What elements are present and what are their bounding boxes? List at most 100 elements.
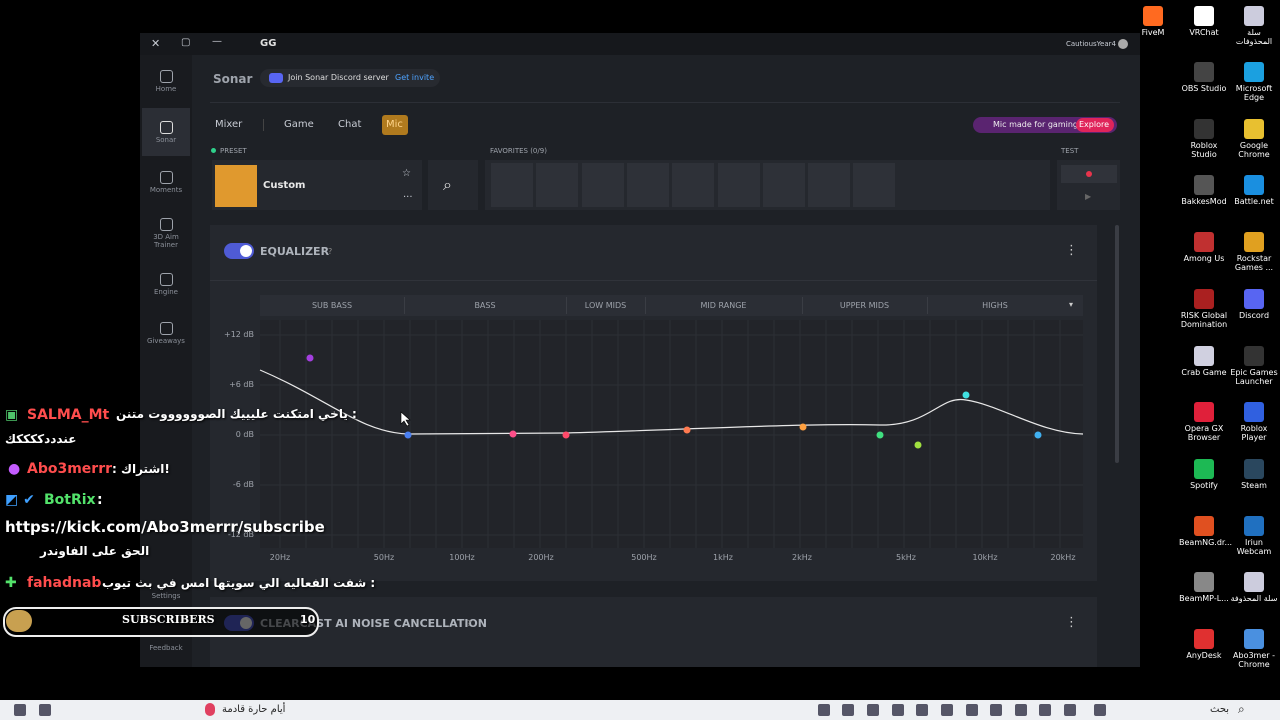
favorite-slot[interactable]	[762, 163, 805, 207]
taskbar-icon[interactable]	[818, 704, 830, 716]
desktop-label[interactable]: سلة المحذوفات	[1235, 28, 1273, 46]
search-text[interactable]: بحث	[1210, 704, 1230, 715]
help-icon[interactable]: ?	[467, 619, 472, 628]
eq-point[interactable]	[509, 430, 517, 438]
taskbar-icon[interactable]	[966, 704, 978, 716]
taskbar-icon[interactable]	[867, 704, 879, 716]
desktop-label[interactable]: Opera GX Browser	[1184, 424, 1224, 443]
taskbar-icon[interactable]	[916, 704, 928, 716]
desktop-icon[interactable]	[1143, 6, 1163, 26]
desktop-icon[interactable]	[1244, 629, 1264, 649]
nav-icon[interactable]	[160, 70, 173, 83]
desktop-label[interactable]: VRChat	[1189, 28, 1219, 37]
explore-text[interactable]: Explore	[1079, 120, 1110, 129]
eq-point[interactable]	[306, 354, 314, 362]
desktop-icon[interactable]	[1194, 402, 1214, 423]
search-box[interactable]	[428, 160, 478, 210]
desktop-icon[interactable]	[1194, 118, 1214, 139]
taskbar-icon[interactable]	[892, 704, 904, 716]
taskbar-icon[interactable]	[1094, 704, 1106, 716]
desktop-label[interactable]: Roblox Studio	[1190, 140, 1218, 159]
desktop-label[interactable]: Battle.net	[1234, 197, 1274, 207]
desktop-icon[interactable]	[1244, 118, 1264, 139]
desktop-label[interactable]: Spotify	[1190, 480, 1218, 490]
desktop-icon[interactable]	[1244, 515, 1264, 536]
nav-icon[interactable]	[160, 322, 173, 335]
desktop-icon[interactable]	[1244, 288, 1264, 309]
menu-icon[interactable]: ⋮	[1065, 615, 1078, 630]
tab[interactable]: Game	[284, 119, 314, 130]
nav-label[interactable]: Engine	[154, 288, 178, 296]
nav-label[interactable]: Sonar	[155, 136, 177, 144]
nav-label[interactable]: Settings	[151, 592, 181, 600]
maximize-button[interactable]: ▢	[181, 37, 191, 48]
close-button[interactable]: ✕	[151, 37, 161, 50]
taskbar-icon[interactable]	[941, 704, 953, 716]
scrollbar[interactable]	[1115, 225, 1119, 463]
desktop-label[interactable]: Steam	[1241, 480, 1267, 490]
invite-link[interactable]: Get invite	[395, 73, 435, 82]
desktop-label[interactable]: Google Chrome	[1238, 140, 1270, 159]
desktop-icon[interactable]	[1194, 288, 1214, 309]
nav-icon[interactable]	[160, 218, 173, 231]
nav-label[interactable]: 3D Aim Trainer	[153, 233, 179, 249]
tab[interactable]: Mixer	[215, 119, 243, 130]
taskbar-icon[interactable]	[39, 704, 51, 716]
desktop-icon[interactable]	[1194, 458, 1214, 479]
tab[interactable]: Chat	[338, 119, 362, 130]
desktop-icon[interactable]	[1194, 515, 1214, 536]
eq-point[interactable]	[1034, 431, 1042, 439]
favorite-slot[interactable]	[672, 163, 715, 207]
eq-point[interactable]	[404, 431, 412, 439]
desktop-icon[interactable]	[1194, 6, 1214, 26]
nav-label[interactable]: Giveaways	[147, 337, 185, 345]
eq-point[interactable]	[962, 391, 970, 399]
desktop-icon[interactable]	[1244, 345, 1264, 366]
band-dropdown[interactable]: ▾	[1069, 300, 1074, 309]
desktop-label[interactable]: BeamMP-L...	[1179, 594, 1229, 604]
desktop-label[interactable]: Microsoft Edge	[1235, 84, 1273, 102]
eq-point[interactable]	[683, 426, 691, 434]
desktop-label[interactable]: Discord	[1238, 310, 1270, 320]
favorite-slot[interactable]	[808, 163, 851, 207]
avatar[interactable]	[1118, 39, 1128, 49]
desktop-icon[interactable]	[1244, 572, 1264, 593]
desktop-icon[interactable]	[1244, 458, 1264, 479]
taskbar-icon[interactable]	[842, 704, 854, 716]
desktop-icon[interactable]	[1244, 6, 1264, 26]
desktop-label[interactable]: Among Us	[1183, 254, 1225, 264]
desktop-icon[interactable]	[1244, 62, 1264, 82]
desktop-label[interactable]: BeamNG.dr...	[1179, 537, 1233, 547]
desktop-icon[interactable]	[1244, 232, 1264, 253]
nav-icon[interactable]	[160, 273, 173, 286]
desktop-label[interactable]: FiveM	[1141, 28, 1165, 37]
search-icon[interactable]: ⌕	[1238, 702, 1245, 716]
nav-label[interactable]: Home	[155, 85, 177, 93]
eq-point[interactable]	[876, 431, 884, 439]
favorite-slot[interactable]	[626, 163, 669, 207]
explore-button[interactable]	[1076, 118, 1114, 132]
desktop-label[interactable]: سلة المحذوفة	[1230, 594, 1278, 604]
tab-active[interactable]	[382, 115, 408, 135]
desktop-icon[interactable]	[1194, 62, 1214, 82]
nav-icon[interactable]	[160, 121, 173, 134]
desktop-icon[interactable]	[1244, 402, 1264, 423]
search-icon[interactable]: ⌕	[443, 175, 452, 194]
help-icon[interactable]: ?	[328, 247, 333, 256]
more-icon[interactable]: ···	[403, 192, 413, 203]
desktop-label[interactable]: Epic Games Launcher	[1230, 367, 1278, 386]
desktop-label[interactable]: Iriun Webcam	[1236, 537, 1272, 556]
desktop-icon[interactable]	[1194, 572, 1214, 593]
menu-icon[interactable]: ⋮	[1065, 243, 1078, 258]
favorite-slot[interactable]	[581, 163, 624, 207]
chat-link[interactable]: https://kick.com/Abo3merrr/subscribe	[5, 518, 325, 536]
nav-icon[interactable]	[160, 171, 173, 184]
favorite-slot[interactable]	[536, 163, 579, 207]
desktop-label[interactable]: AnyDesk	[1186, 651, 1222, 660]
desktop-label[interactable]: BakkesMod	[1181, 197, 1227, 207]
star-icon[interactable]: ☆	[402, 168, 411, 179]
desktop-label[interactable]: Abo3mer - Chrome	[1233, 651, 1275, 669]
play-icon[interactable]: ▶	[1085, 192, 1092, 201]
eq-point[interactable]	[914, 441, 922, 449]
favorite-slot[interactable]	[491, 163, 533, 207]
